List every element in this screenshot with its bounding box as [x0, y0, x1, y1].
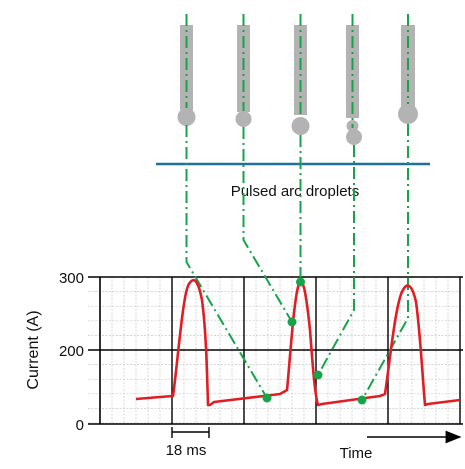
marker-1 — [262, 393, 272, 403]
electrode-group — [177, 25, 418, 145]
y-axis-label: Current (A) — [25, 310, 42, 389]
droplet-4 — [346, 129, 362, 145]
guide-path-2 — [242, 127, 293, 323]
marker-4 — [313, 370, 323, 380]
scale-bar-label: 18 ms — [166, 442, 207, 459]
y-tick-200: 200 — [59, 343, 84, 360]
droplet-5 — [398, 104, 418, 124]
marker-3 — [296, 277, 305, 287]
electrode-4 — [346, 25, 362, 145]
droplet-3 — [291, 117, 310, 135]
x-axis-label: Time — [340, 445, 373, 462]
marker-2 — [287, 317, 297, 327]
y-tick-300: 300 — [59, 270, 84, 287]
marker-5 — [357, 395, 367, 405]
guide-path-1 — [185, 125, 268, 399]
guide-path-4 — [317, 145, 355, 376]
time-scale-bar — [171, 427, 210, 438]
guide-lines — [185, 14, 409, 401]
chart-grid — [88, 276, 463, 424]
droplet-markers — [262, 277, 367, 405]
droplet-1 — [177, 108, 196, 126]
y-tick-0: 0 — [76, 417, 84, 434]
droplet-2 — [235, 111, 252, 127]
guide-path-5 — [361, 124, 409, 401]
current-waveform — [135, 278, 461, 407]
diagram-caption: Pulsed arc droplets — [231, 183, 359, 200]
